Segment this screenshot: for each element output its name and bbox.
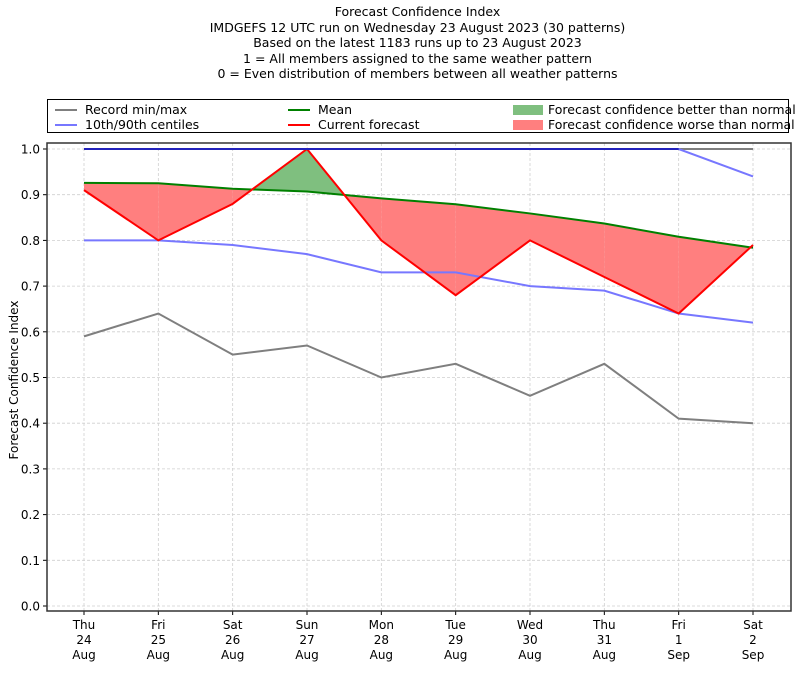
fill-worse-than-normal [158,183,233,241]
legend-label-record: Record min/max [85,102,188,117]
x-tick-label-date: 26 [225,633,240,647]
x-tick-label-month: Aug [593,648,616,662]
legend-swatch-current [288,123,310,126]
series-line-10th-centile [84,239,754,324]
axis-layer: 0.00.10.20.30.40.50.60.70.80.91.0Thu24Au… [21,142,792,662]
x-tick-label-date: 25 [151,633,166,647]
x-tick-label-day: Thu [592,618,616,632]
x-tick-label-month: Sep [667,648,690,662]
y-tick-label: 0.1 [21,554,40,568]
chart-subtitle-2: Based on the latest 1183 runs up to 23 A… [253,35,582,50]
fill-worse-than-normal [455,204,530,296]
legend-label-worse: Forecast confidence worse than normal [548,117,795,132]
chart-subtitle-4: 0 = Even distribution of members between… [217,66,618,81]
legend-item-better: Forecast confidence better than normal [513,102,796,117]
chart-title: Forecast Confidence Index [334,4,501,19]
x-tick-label-date: 30 [522,633,537,647]
plot-frame [46,142,792,612]
x-tick-label-day: Tue [444,618,466,632]
x-tick-label-date: 27 [299,633,314,647]
x-tick-label-day: Mon [369,618,394,632]
x-tick-label-date: 2 [749,633,757,647]
x-tick-label-date: 31 [597,633,612,647]
x-tick-label-month: Aug [295,648,318,662]
x-tick-label-month: Aug [518,648,541,662]
y-tick-label: 1.0 [21,143,40,157]
fill-worse-than-normal [381,198,456,296]
legend-label-mean: Mean [318,102,353,117]
fill-worse-than-normal [530,213,605,277]
y-tick-label: 0.2 [21,508,40,522]
x-tick-label-date: 29 [448,633,463,647]
legend-item-record: Record min/max [55,102,187,117]
legend-swatch-mean [288,108,310,111]
x-tick-label-day: Sat [223,618,243,632]
y-tick-label: 0.8 [21,234,40,248]
y-tick-label: 0.7 [21,280,40,294]
x-tick-label-day: Fri [672,618,686,632]
y-tick-label: 0.5 [21,371,40,385]
x-tick-label-date: 28 [374,633,389,647]
legend-swatch-record [55,108,77,111]
legend-swatch-better [513,104,543,115]
fill-worse-than-normal [84,182,159,241]
series-line-current-forecast [83,147,754,315]
x-tick-label-day: Sat [743,618,763,632]
y-tick-label: 0.6 [21,325,40,339]
series-line-mean [83,181,754,249]
x-tick-label-month: Aug [444,648,467,662]
fill-worse-than-normal [604,223,679,314]
legend-label-better: Forecast confidence better than normal [548,102,796,117]
x-tick-label-day: Wed [517,618,543,632]
x-tick-label-day: Thu [72,618,96,632]
legend-item-centiles: 10th/90th centiles [55,117,199,132]
x-tick-label-month: Aug [72,648,95,662]
legend-label-current: Current forecast [318,117,420,132]
chart-legend: Record min/max 10th/90th centiles Mean C… [47,99,796,133]
legend-item-worse: Forecast confidence worse than normal [513,117,795,132]
x-tick-label-month: Aug [147,648,170,662]
x-tick-label-month: Aug [370,648,393,662]
y-tick-label: 0.4 [21,417,40,431]
fill-layer [84,149,753,314]
x-tick-label-date: 24 [76,633,91,647]
legend-item-current: Current forecast [288,117,419,132]
chart-subtitle-1: IMDGEFS 12 UTC run on Wednesday 23 Augus… [209,19,626,35]
y-tick-label: 0.9 [21,188,40,202]
chart-title-block: Forecast Confidence Index IMDGEFS 12 UTC… [0,4,800,82]
chart-subtitle-3: 1 = All members assigned to the same wea… [243,50,592,66]
y-tick-label: 0.0 [21,600,40,614]
x-tick-label-date: 1 [675,633,683,647]
legend-label-centiles: 10th/90th centiles [85,117,200,132]
legend-item-mean: Mean [288,102,352,117]
x-tick-label-month: Aug [221,648,244,662]
x-tick-label-day: Sun [296,618,319,632]
fill-worse-than-normal [678,236,751,314]
series-line-record-min [83,312,754,425]
line-layer [83,147,754,425]
y-tick-label: 0.3 [21,462,40,476]
legend-swatch-centiles [55,123,77,126]
x-tick-label-month: Sep [742,648,765,662]
x-tick-label-day: Fri [151,618,165,632]
legend-swatch-worse [513,119,543,130]
